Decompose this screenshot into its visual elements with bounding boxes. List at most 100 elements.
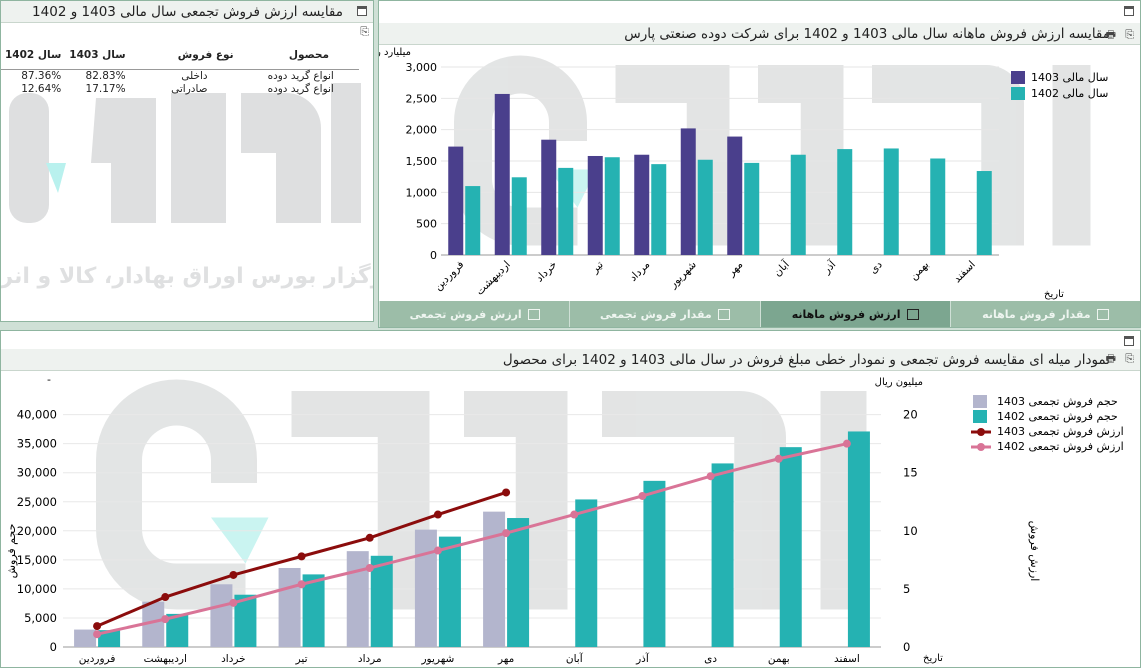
- bar: [74, 629, 97, 647]
- maximize-icon[interactable]: [1124, 336, 1134, 346]
- y-tick-label: 2,000: [406, 124, 438, 137]
- cell-value: 12.64%: [21, 83, 62, 95]
- y2-axis-label: ارزش فروش: [1028, 521, 1041, 582]
- panel-title: نمودار میله ای مقایسه فروش تجمعی و نمودا…: [1, 349, 1140, 371]
- x-tick-label: دی: [867, 258, 885, 276]
- tab-monthly-quantity[interactable]: مقدار فروش ماهانه: [949, 301, 1140, 327]
- line-point: [842, 439, 851, 448]
- cell-value: 82.83%: [85, 70, 126, 82]
- bar: [575, 499, 598, 647]
- bar: [210, 584, 233, 647]
- col-sale-type-header: نوع فروش: [129, 41, 238, 70]
- bar-chart-icon: [906, 308, 919, 320]
- legend-marker: [977, 428, 985, 436]
- tab-monthly-value[interactable]: ارزش فروش ماهانه: [759, 301, 950, 327]
- y-tick-label: 15,000: [17, 553, 57, 567]
- panel-title: مقایسه ارزش فروش ماهانه سال مالی 1403 و …: [379, 23, 1140, 45]
- x-tick-label: آبان: [566, 652, 584, 665]
- tab-label: مقدار فروش ماهانه: [982, 307, 1091, 321]
- line-point: [433, 510, 442, 519]
- maximize-icon[interactable]: [357, 6, 367, 16]
- panel-title: مقایسه ارزش فروش تجمعی سال مالی 1403 و 1…: [1, 1, 373, 23]
- bar: [494, 93, 510, 255]
- x-tick-label: مهر: [725, 259, 746, 280]
- x-tick-label: بهمن: [907, 259, 931, 283]
- y2-tick-label: 5: [903, 582, 910, 596]
- line-chart-icon: [717, 308, 730, 320]
- bar: [651, 164, 667, 255]
- cumulative-share-panel: مقایسه ارزش فروش تجمعی سال مالی 1403 و 1…: [0, 0, 374, 322]
- y-tick-label: 35,000: [17, 437, 57, 451]
- print-icon[interactable]: 🖶: [1105, 352, 1116, 365]
- legend-label: ارزش فروش تجمعی 1402: [997, 440, 1124, 453]
- bar: [587, 155, 603, 255]
- chart-tabs: مقدار فروش ماهانه ارزش فروش ماهانه مقدار…: [379, 301, 1140, 327]
- line-point: [774, 454, 783, 463]
- table-row: 12.64% 17.17% صادراتی انواع گرید دوده: [1, 83, 359, 96]
- y-tick-label: 0: [50, 640, 57, 654]
- x-tick-label: اسفند: [951, 259, 978, 286]
- y-tick-label: 20,000: [17, 524, 57, 538]
- y-axis-label: میلیارد ریال: [379, 47, 411, 58]
- export-excel-icon[interactable]: ⎘: [1125, 28, 1134, 41]
- print-icon[interactable]: 🖶: [1105, 28, 1116, 41]
- y-tick-label: 1,000: [406, 186, 438, 199]
- cell-value: انواع گرید دوده: [267, 83, 334, 95]
- y2-unit-label: میلیون ریال: [875, 377, 923, 388]
- cell-value: 87.36%: [21, 70, 62, 82]
- line-point: [161, 615, 170, 624]
- export-excel-icon[interactable]: ⎘: [360, 25, 369, 38]
- y-axis-top-tick: -: [47, 373, 51, 386]
- x-tick-label: خرداد: [221, 653, 246, 665]
- bar: [448, 146, 464, 255]
- cell-value: صادراتی: [171, 83, 208, 95]
- line-point: [638, 491, 647, 500]
- export-excel-icon[interactable]: ⎘: [1125, 352, 1134, 365]
- y2-tick-label: 0: [903, 640, 910, 654]
- legend-label: سال مالی 1402: [1031, 87, 1108, 100]
- bar: [930, 158, 946, 255]
- x-tick-label: آذر: [820, 257, 840, 277]
- line-point: [297, 580, 306, 589]
- legend-label: سال مالی 1403: [1031, 71, 1108, 84]
- line-point: [297, 552, 306, 561]
- y-tick-label: 30,000: [17, 466, 57, 480]
- x-tick-label: آبان: [771, 257, 793, 279]
- bar: [346, 551, 369, 647]
- bar: [634, 154, 650, 255]
- bar: [234, 594, 257, 647]
- series-line: [96, 442, 848, 636]
- tab-label: ارزش فروش ماهانه: [791, 307, 901, 321]
- bar: [414, 529, 437, 647]
- legend-swatch: [973, 410, 987, 423]
- bar: [438, 536, 461, 647]
- x-tick-label: مهر: [497, 653, 514, 665]
- line-point: [229, 598, 238, 607]
- bar: [558, 167, 574, 255]
- bar: [976, 171, 992, 255]
- cell-value: انواع گرید دوده: [267, 70, 334, 82]
- line-point: [93, 622, 102, 631]
- monthly-sales-chart: میلیارد ریال 0 500 1,000 1,500 2,000 2,500 3,00…: [379, 47, 1108, 300]
- line-point: [93, 630, 102, 639]
- cumulative-sales-chart: - 0 5,000 10,000 15,000 20,000 25,000 30,000 35,…: [5, 373, 1124, 665]
- watermark-logo: کارگزار بورس اوراق بهادار، کالا و انرژی: [1, 83, 374, 289]
- monthly-sales-panel: مقایسه ارزش فروش ماهانه سال مالی 1403 و …: [378, 0, 1141, 328]
- legend-label: ارزش فروش تجمعی 1403: [997, 425, 1124, 438]
- bar: [142, 601, 165, 647]
- tab-cumulative-value[interactable]: ارزش فروش تجمعی: [379, 301, 570, 327]
- tab-cumulative-quantity[interactable]: مقدار فروش تجمعی: [569, 301, 760, 327]
- bar: [711, 463, 734, 647]
- bar: [483, 511, 506, 647]
- y-tick-label: 5,000: [24, 611, 57, 625]
- x-axis-label: تاریخ: [923, 653, 943, 664]
- line-point: [365, 533, 374, 542]
- y2-tick-label: 10: [903, 524, 918, 538]
- legend-marker: [977, 443, 985, 451]
- line-chart-icon: [527, 308, 540, 320]
- bar: [511, 177, 527, 255]
- y-tick-label: 1,500: [406, 155, 438, 168]
- watermark-caption: کارگزار بورس اوراق بهادار، کالا و انرژی: [1, 262, 374, 289]
- x-tick-label: فروردین: [79, 653, 116, 665]
- maximize-icon[interactable]: [1124, 6, 1134, 16]
